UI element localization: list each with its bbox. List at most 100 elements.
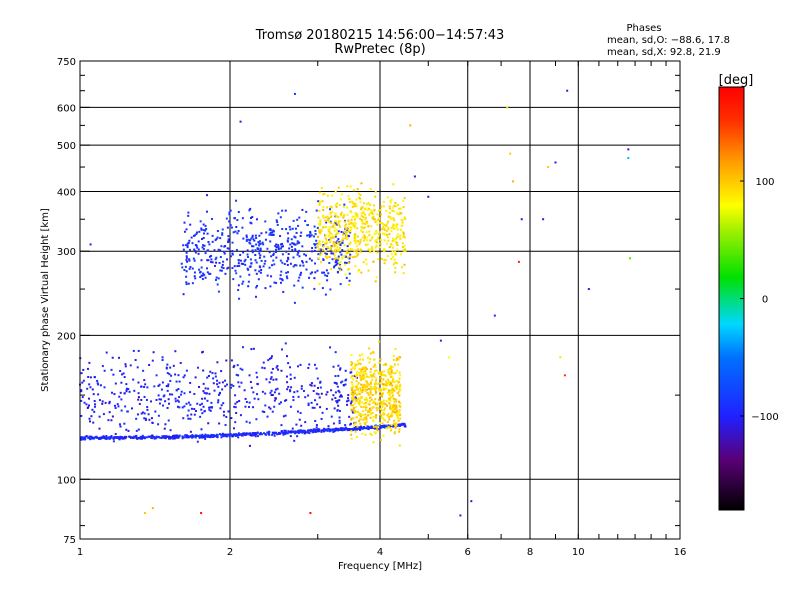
trace-point — [318, 209, 321, 212]
trace-point — [330, 206, 333, 209]
trace-point — [310, 401, 313, 404]
x-tick-label: 16 — [674, 547, 687, 558]
trace-point — [330, 233, 333, 236]
trace-point — [345, 227, 348, 230]
trace-point — [367, 393, 370, 396]
trace-point — [307, 402, 310, 405]
trace-point — [357, 393, 360, 396]
trace-point — [352, 394, 355, 397]
trace-point — [324, 255, 327, 258]
trace-point — [220, 404, 223, 407]
trace-point — [371, 211, 374, 214]
trace-point — [308, 429, 311, 432]
trace-point — [138, 437, 141, 440]
trace-point — [81, 436, 84, 439]
trace-point — [357, 270, 360, 273]
trace-point — [353, 238, 356, 241]
trace-point — [399, 374, 402, 377]
trace-point — [395, 226, 398, 229]
trace-point — [375, 232, 378, 235]
trace-point — [319, 386, 322, 389]
trace-point — [355, 205, 358, 208]
trace-point — [363, 418, 366, 421]
x-tick-label: 2 — [227, 547, 233, 558]
trace-point — [337, 222, 340, 225]
trace-point — [343, 231, 346, 234]
trace-point — [158, 436, 161, 439]
trace-point — [143, 379, 146, 382]
trace-point — [191, 282, 194, 285]
trace-point — [297, 224, 300, 227]
trace-point — [396, 235, 399, 238]
trace-point — [296, 240, 299, 243]
trace-point — [128, 435, 131, 438]
trace-point — [372, 401, 375, 404]
trace-point — [289, 262, 292, 265]
trace-point — [200, 274, 203, 277]
trace-point — [93, 376, 96, 379]
trace-point — [356, 428, 359, 431]
trace-point — [250, 386, 253, 389]
trace-point — [234, 406, 237, 409]
trace-point — [367, 269, 370, 272]
trace-point — [285, 355, 288, 358]
trace-point — [267, 359, 270, 362]
trace-point — [289, 228, 292, 231]
trace-point — [361, 220, 364, 223]
trace-point — [203, 232, 206, 235]
trace-point — [297, 395, 300, 398]
trace-point — [350, 428, 353, 431]
trace-point — [146, 406, 149, 409]
trace-point — [384, 362, 387, 365]
trace-point — [257, 278, 260, 281]
trace-point — [344, 383, 347, 386]
trace-point — [401, 266, 404, 269]
trace-point — [377, 209, 380, 212]
trace-point — [253, 239, 256, 242]
trace-point — [96, 379, 99, 382]
trace-point — [325, 407, 328, 410]
trace-point — [175, 436, 178, 439]
trace-point — [80, 372, 83, 375]
trace-point — [296, 218, 299, 221]
trace-point — [258, 240, 261, 243]
trace-point — [355, 411, 358, 414]
grid-lines — [80, 61, 680, 539]
trace-point — [148, 418, 151, 421]
trace-point — [376, 223, 379, 226]
trace-point — [350, 437, 353, 440]
trace-point — [201, 246, 204, 249]
trace-point — [332, 242, 335, 245]
trace-point — [397, 419, 400, 422]
trace-point — [362, 216, 365, 219]
trace-point — [209, 370, 212, 373]
scatter-point — [563, 374, 566, 377]
trace-point — [355, 398, 358, 401]
trace-point — [399, 253, 402, 256]
trace-point — [254, 295, 257, 298]
trace-point — [381, 403, 384, 406]
trace-point — [390, 217, 393, 220]
trace-point — [268, 266, 271, 269]
trace-point — [214, 264, 217, 267]
trace-point — [351, 411, 354, 414]
trace-point — [299, 235, 302, 238]
trace-point — [88, 397, 91, 400]
trace-point — [320, 430, 323, 433]
trace-point — [280, 369, 283, 372]
trace-point — [177, 388, 180, 391]
trace-point — [367, 428, 370, 431]
trace-point — [359, 369, 362, 372]
trace-point — [242, 263, 245, 266]
trace-point — [258, 234, 261, 237]
trace-point — [289, 389, 292, 392]
trace-point — [400, 218, 403, 221]
trace-point — [367, 409, 370, 412]
trace-point — [365, 207, 368, 210]
trace-point — [260, 232, 263, 235]
trace-point — [335, 232, 338, 235]
trace-point — [324, 219, 327, 222]
trace-point — [283, 262, 286, 265]
trace-point — [200, 228, 203, 231]
trace-point — [242, 280, 245, 283]
